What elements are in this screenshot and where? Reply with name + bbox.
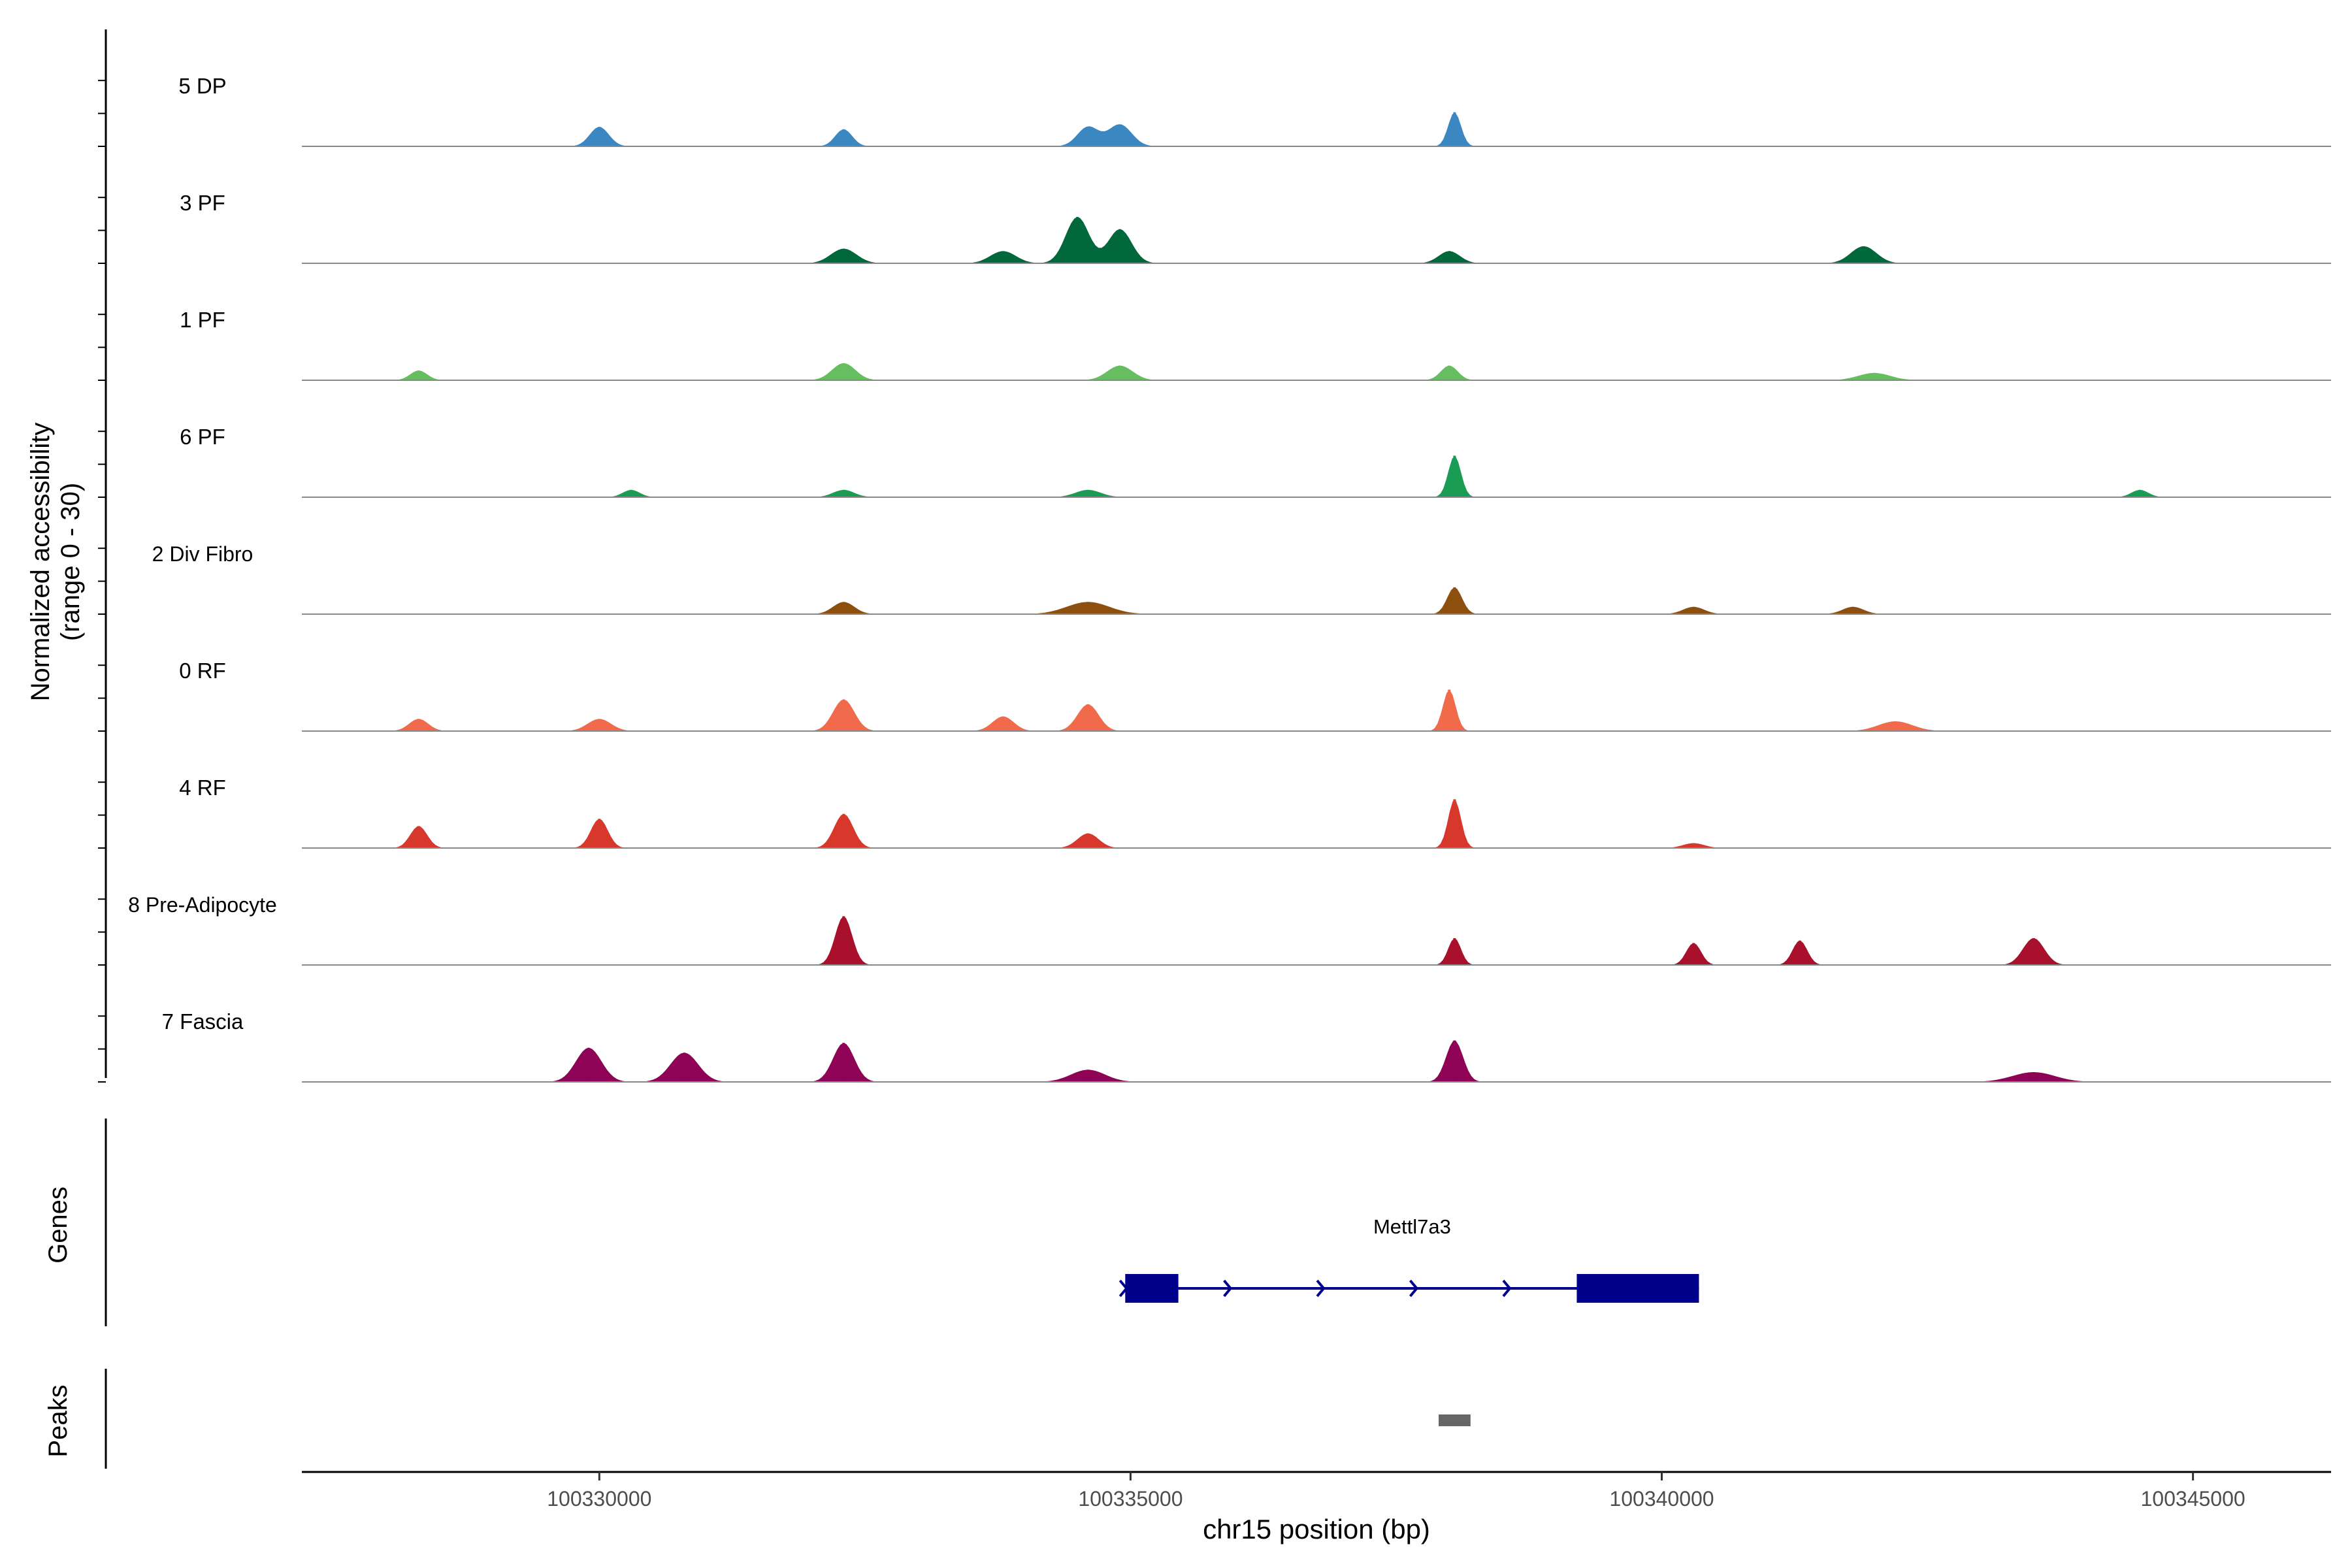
- x-tick-label: 100345000: [2141, 1487, 2246, 1511]
- x-tick-label: 100335000: [1078, 1487, 1183, 1511]
- gene-strand-arrow: [1223, 1279, 1233, 1298]
- track-label: 5 DP: [178, 74, 226, 98]
- gene-strand-arrow: [1316, 1279, 1326, 1298]
- y-axis-title-line-2: (range 0 - 30): [56, 483, 85, 641]
- genes-panel-title: Genes: [44, 1186, 73, 1264]
- x-tick-label: 100330000: [547, 1487, 651, 1511]
- track-coverage-area: [429, 916, 2119, 965]
- track-coverage-area: [408, 112, 2193, 146]
- gene-name-label: Mettl7a3: [1373, 1215, 1451, 1238]
- coverage-y-axis-ticks: [98, 80, 106, 1083]
- y-axis-title: Normalized accessibility (range 0 - 30): [26, 423, 85, 702]
- peak-regions: [1439, 1414, 1471, 1426]
- track-label: 3 PF: [180, 191, 225, 215]
- track-label: 8 Pre-Adipocyte: [128, 893, 277, 917]
- track-label: 2 Div Fibro: [152, 542, 253, 566]
- track-1-pf: 1 PF: [180, 308, 2331, 381]
- y-axis-title-line-1: Normalized accessibility: [26, 423, 55, 702]
- track-8-pre-adipocyte: 8 Pre-Adipocyte: [128, 893, 2331, 966]
- x-axis-ticks: 100330000 100335000 100340000 100345000: [547, 1472, 2246, 1511]
- track-4-rf: 4 RF: [179, 776, 2331, 849]
- track-label: 4 RF: [179, 776, 226, 800]
- track-3-pf: 3 PF: [180, 191, 2331, 264]
- track-7-fascia: 7 Fascia: [162, 1009, 2331, 1083]
- gene-strand-arrow: [1119, 1279, 1128, 1298]
- coverage-tracks: 5 DP 3 PF 1 PF 6 PF 2 Div Fibro 0 RF 4 RF 8 Pre…: [128, 74, 2331, 1083]
- track-0-rf: 0 RF: [179, 659, 2331, 732]
- gene-strand-arrow: [1502, 1279, 1512, 1298]
- track-label: 1 PF: [180, 308, 225, 332]
- track-coverage-area: [387, 217, 2204, 263]
- gene-exon: [1576, 1274, 1699, 1303]
- x-axis-title: chr15 position (bp): [1203, 1514, 1430, 1544]
- gene-annotation: Mettl7a3: [1119, 1215, 1699, 1303]
- gene-exon: [1125, 1274, 1179, 1303]
- track-coverage-area: [387, 1041, 2225, 1082]
- track-coverage-area: [376, 363, 2204, 380]
- track-coverage-area: [387, 689, 2204, 731]
- track-label: 7 Fascia: [162, 1009, 244, 1034]
- track-6-pf: 6 PF: [180, 425, 2331, 498]
- peaks-panel-title: Peaks: [44, 1384, 73, 1457]
- track-2-div-fibro: 2 Div Fibro: [152, 542, 2331, 615]
- x-tick-label: 100340000: [1609, 1487, 1714, 1511]
- track-label: 6 PF: [180, 425, 225, 449]
- track-label: 0 RF: [179, 659, 226, 683]
- track-5-dp: 5 DP: [178, 74, 2331, 147]
- gene-strand-arrow: [1409, 1279, 1419, 1298]
- track-coverage-area: [387, 800, 2204, 848]
- track-coverage-area: [397, 587, 2204, 614]
- track-coverage-area: [408, 455, 2193, 497]
- peak-region: [1439, 1414, 1471, 1426]
